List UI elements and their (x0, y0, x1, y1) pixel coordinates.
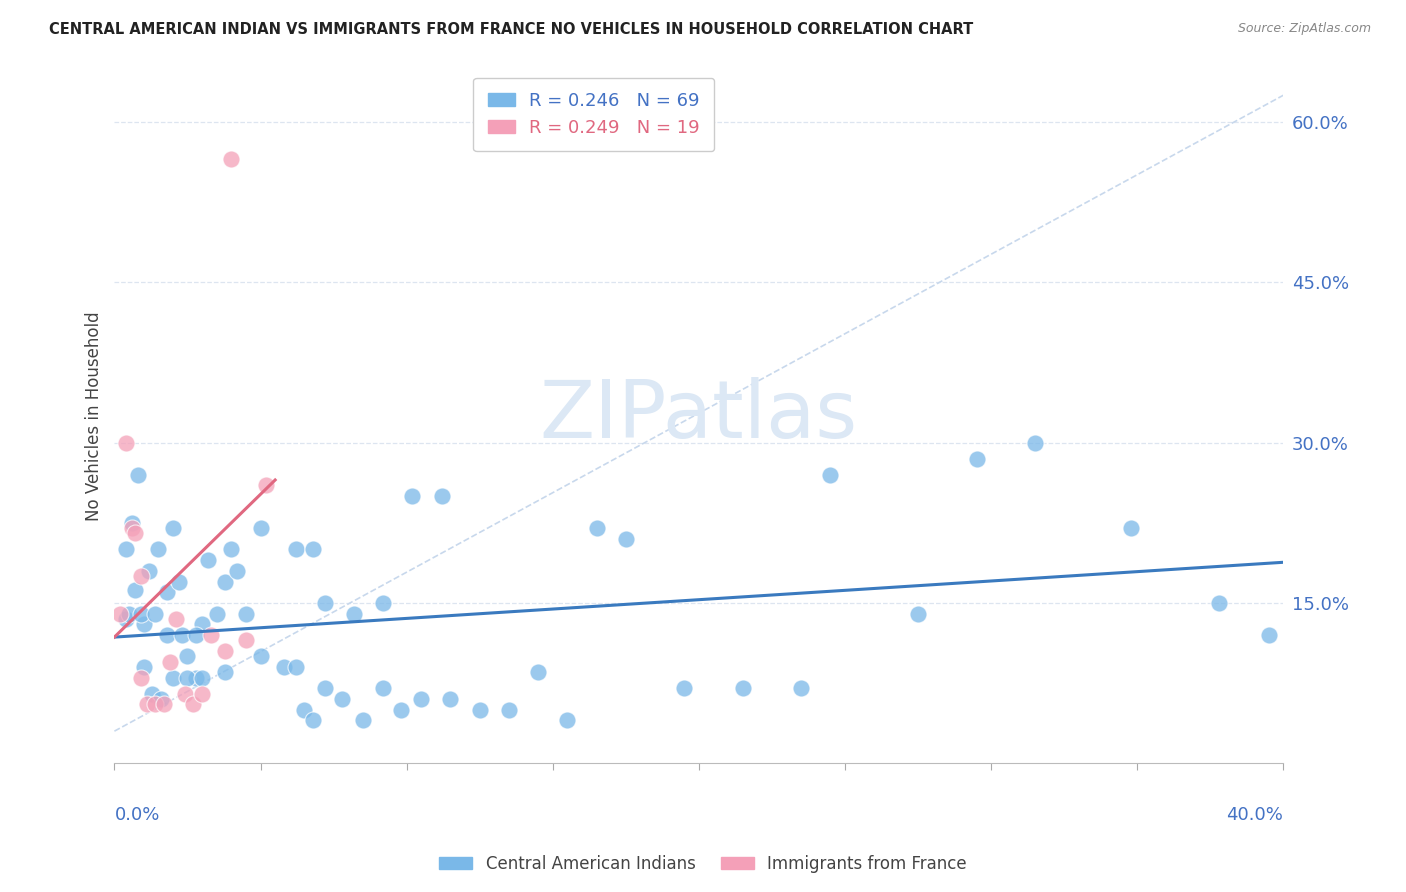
Point (468, 703, 491, 717)
Point (314, 596, 336, 610)
Point (191, 671, 214, 685)
Point (673, 681, 696, 696)
Point (191, 687, 214, 701)
Point (235, 633, 257, 648)
Point (373, 596, 395, 610)
Point (557, 714, 579, 728)
Point (1208, 596, 1230, 610)
Point (249, 649, 271, 664)
Point (138, 564, 160, 578)
Legend: Central American Indians, Immigrants from France: Central American Indians, Immigrants fro… (433, 848, 973, 880)
Point (167, 574, 190, 589)
Point (284, 660, 307, 674)
Text: ZIPatlas: ZIPatlas (540, 376, 858, 455)
Text: 40.0%: 40.0% (1226, 806, 1284, 824)
Point (165, 612, 187, 626)
Point (731, 681, 754, 696)
Point (124, 583, 146, 598)
Legend: R = 0.246   N = 69, R = 0.249   N = 19: R = 0.246 N = 69, R = 0.249 N = 19 (474, 78, 714, 152)
Point (110, 607, 132, 621)
Point (162, 521, 184, 535)
Point (214, 574, 236, 589)
Point (214, 644, 236, 658)
Point (135, 698, 157, 712)
Point (235, 607, 257, 621)
Point (129, 569, 152, 583)
Point (191, 617, 214, 632)
Point (221, 153, 243, 167)
Point (585, 521, 607, 535)
Point (226, 564, 249, 578)
Point (214, 665, 236, 680)
Point (121, 521, 143, 535)
Point (132, 660, 155, 674)
Point (302, 714, 325, 728)
Point (790, 681, 813, 696)
Point (1024, 435, 1046, 450)
Point (159, 655, 181, 669)
Point (173, 687, 195, 701)
Point (373, 681, 395, 696)
Point (150, 692, 173, 706)
Text: Source: ZipAtlas.com: Source: ZipAtlas.com (1237, 22, 1371, 36)
Point (115, 542, 138, 557)
Point (401, 489, 423, 503)
Point (127, 467, 149, 482)
Y-axis label: No Vehicles in Household: No Vehicles in Household (86, 311, 103, 521)
Point (430, 489, 453, 503)
Point (129, 607, 152, 621)
Point (907, 607, 929, 621)
Point (352, 714, 374, 728)
Point (411, 692, 433, 706)
Point (284, 542, 307, 557)
Text: CENTRAL AMERICAN INDIAN VS IMMIGRANTS FROM FRANCE NO VEHICLES IN HOUSEHOLD CORRE: CENTRAL AMERICAN INDIAN VS IMMIGRANTS FR… (49, 22, 973, 37)
Point (197, 553, 219, 567)
Point (389, 703, 412, 717)
Point (181, 698, 204, 712)
Point (148, 542, 170, 557)
Point (141, 687, 163, 701)
Point (1257, 628, 1279, 642)
Point (132, 617, 155, 632)
Point (343, 607, 366, 621)
Point (121, 516, 143, 530)
Point (254, 478, 277, 492)
Point (156, 628, 179, 642)
Point (115, 612, 138, 626)
Point (186, 671, 208, 685)
Point (966, 451, 988, 466)
Point (820, 467, 842, 482)
Point (249, 521, 271, 535)
Point (118, 607, 141, 621)
Point (176, 671, 198, 685)
Point (200, 628, 222, 642)
Point (170, 628, 193, 642)
Point (124, 526, 146, 541)
Point (143, 607, 166, 621)
Point (292, 703, 315, 717)
Text: 0.0%: 0.0% (114, 806, 160, 824)
Point (314, 681, 336, 696)
Point (527, 665, 550, 680)
Point (439, 692, 461, 706)
Point (221, 542, 243, 557)
Point (614, 532, 637, 546)
Point (302, 542, 325, 557)
Point (273, 660, 295, 674)
Point (115, 435, 138, 450)
Point (153, 698, 176, 712)
Point (129, 671, 152, 685)
Point (205, 607, 228, 621)
Point (156, 585, 179, 599)
Point (143, 698, 166, 712)
Point (330, 692, 353, 706)
Point (176, 649, 198, 664)
Point (162, 671, 184, 685)
Point (186, 628, 208, 642)
Point (498, 703, 520, 717)
Point (1121, 521, 1143, 535)
